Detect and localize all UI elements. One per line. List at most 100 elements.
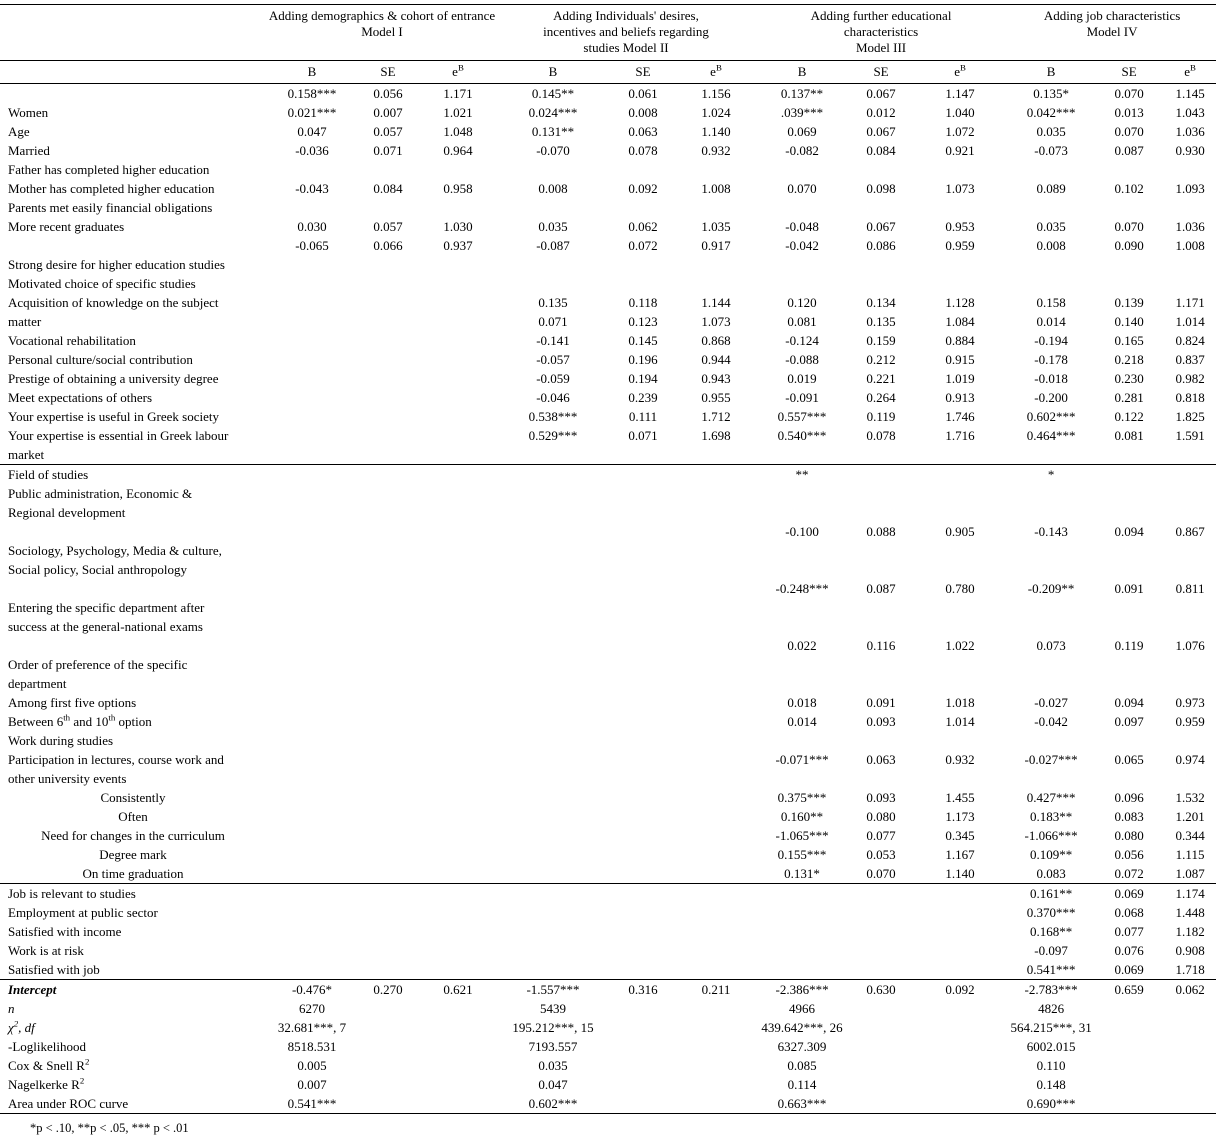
value-cell: 0.122 [1114, 409, 1144, 424]
row-label: Satisfied with job [8, 962, 100, 977]
value-cell [912, 484, 1008, 503]
value-cell [418, 731, 498, 750]
value-cell: 0.071 [373, 143, 403, 158]
value-cell: 0.062 [1164, 979, 1216, 999]
value-cell [678, 598, 754, 617]
row-label: Regional development [8, 505, 126, 520]
value-cell [418, 1018, 498, 1037]
value-cell [754, 941, 850, 960]
row-label: Prestige of obtaining a university degre… [8, 371, 219, 386]
row-label: Area under ROC curve [8, 1096, 129, 1111]
value-cell: -0.200 [1034, 390, 1068, 405]
value-cell: 1.048 [443, 124, 473, 139]
value-cell [912, 1018, 1008, 1037]
value-cell: 0.008 [628, 105, 658, 120]
value-cell [266, 864, 358, 884]
value-cell: 0.092 [628, 181, 658, 196]
value-cell: 1.145 [1175, 86, 1205, 101]
value-cell: -0.124 [785, 333, 819, 348]
value-cell [608, 960, 678, 980]
value-cell: 1.014 [945, 714, 975, 729]
value-cell [850, 903, 912, 922]
value-cell: -0.027 [1034, 695, 1068, 710]
value-cell [498, 598, 608, 617]
value-cell [498, 960, 608, 980]
value-cell [358, 903, 418, 922]
value-cell [1164, 503, 1216, 522]
model-2-title: Adding Individuals' desires, incentives … [498, 4, 755, 61]
value-cell [1094, 674, 1164, 693]
value-cell [418, 864, 498, 884]
value-cell [1094, 598, 1164, 617]
value-cell [608, 484, 678, 503]
value-cell [850, 1037, 912, 1056]
col-header-se-model-1: SE [358, 60, 418, 84]
value-cell [1094, 999, 1164, 1018]
value-cell: 0.067 [866, 124, 896, 139]
value-cell: 0.042*** [1026, 105, 1076, 120]
value-cell: 0.063 [866, 752, 896, 767]
value-cell: 0.053 [866, 847, 896, 862]
value-cell [1164, 1094, 1216, 1114]
value-cell [358, 160, 418, 179]
value-cell [608, 274, 678, 293]
value-cell [678, 160, 754, 179]
table-row: -0.065 0.066 0.937 -0.087 0.072 0.917 -0.042 0.… [0, 236, 1216, 255]
value-cell [678, 807, 754, 826]
value-cell [608, 1056, 678, 1075]
row-label: More recent graduates [8, 219, 125, 234]
value-cell: -0.091 [785, 390, 819, 405]
value-cell: 0.973 [1175, 695, 1205, 710]
value-cell [1008, 674, 1094, 693]
table-row: Often 0.160** 0.080 1.173 0.183** 0.083 1.201 [0, 807, 1216, 826]
value-cell [498, 750, 608, 769]
value-cell [850, 960, 912, 980]
value-cell: 0.134 [866, 295, 896, 310]
value-cell [608, 579, 678, 598]
value-cell [912, 503, 1008, 522]
value-cell [754, 617, 850, 636]
value-cell: 4826 [1038, 1001, 1065, 1016]
value-cell [498, 541, 608, 560]
value-cell [1094, 198, 1164, 217]
row-label: Cox & Snell R2 [8, 1056, 90, 1073]
value-cell [266, 598, 358, 617]
value-cell: 0.081 [787, 314, 817, 329]
value-cell [418, 750, 498, 769]
table-row: χ2, df 32.681***, 7 195.212***, 15 439.642*… [0, 1018, 1216, 1037]
row-label: Work is at risk [8, 943, 84, 958]
value-cell [678, 769, 754, 788]
value-cell [912, 883, 1009, 903]
row-label [0, 579, 266, 598]
value-cell: 8518.531 [287, 1039, 337, 1054]
value-cell [850, 674, 912, 693]
value-cell [608, 1037, 678, 1056]
value-cell: 0.090 [1114, 238, 1144, 253]
value-cell [912, 1056, 1008, 1075]
value-cell [358, 312, 418, 331]
value-cell [678, 445, 754, 465]
value-cell [266, 883, 358, 903]
value-cell [266, 331, 358, 350]
row-label: Intercept [0, 979, 266, 999]
value-cell [678, 636, 754, 655]
table-row: Acquisition of knowledge on the subject 0… [0, 293, 1216, 312]
value-cell: 0.135 [538, 295, 568, 310]
value-cell: 0.093 [866, 790, 896, 805]
value-cell [498, 922, 608, 941]
value-cell [912, 674, 1008, 693]
table-row: Parents met easily financial obligations [0, 198, 1216, 217]
value-cell: 0.540*** [777, 428, 827, 443]
value-cell [358, 807, 418, 826]
value-cell: 1.532 [1175, 790, 1205, 805]
col-header-b-model-2: B [498, 60, 608, 84]
value-cell: ** [754, 464, 851, 484]
value-cell: 5439 [540, 1001, 566, 1016]
value-cell: 0.818 [1175, 390, 1205, 405]
value-cell [358, 369, 418, 388]
value-cell [358, 522, 418, 541]
value-cell [358, 464, 418, 484]
value-cell [498, 484, 608, 503]
value-cell [418, 598, 498, 617]
value-cell: 1.115 [1175, 847, 1205, 862]
